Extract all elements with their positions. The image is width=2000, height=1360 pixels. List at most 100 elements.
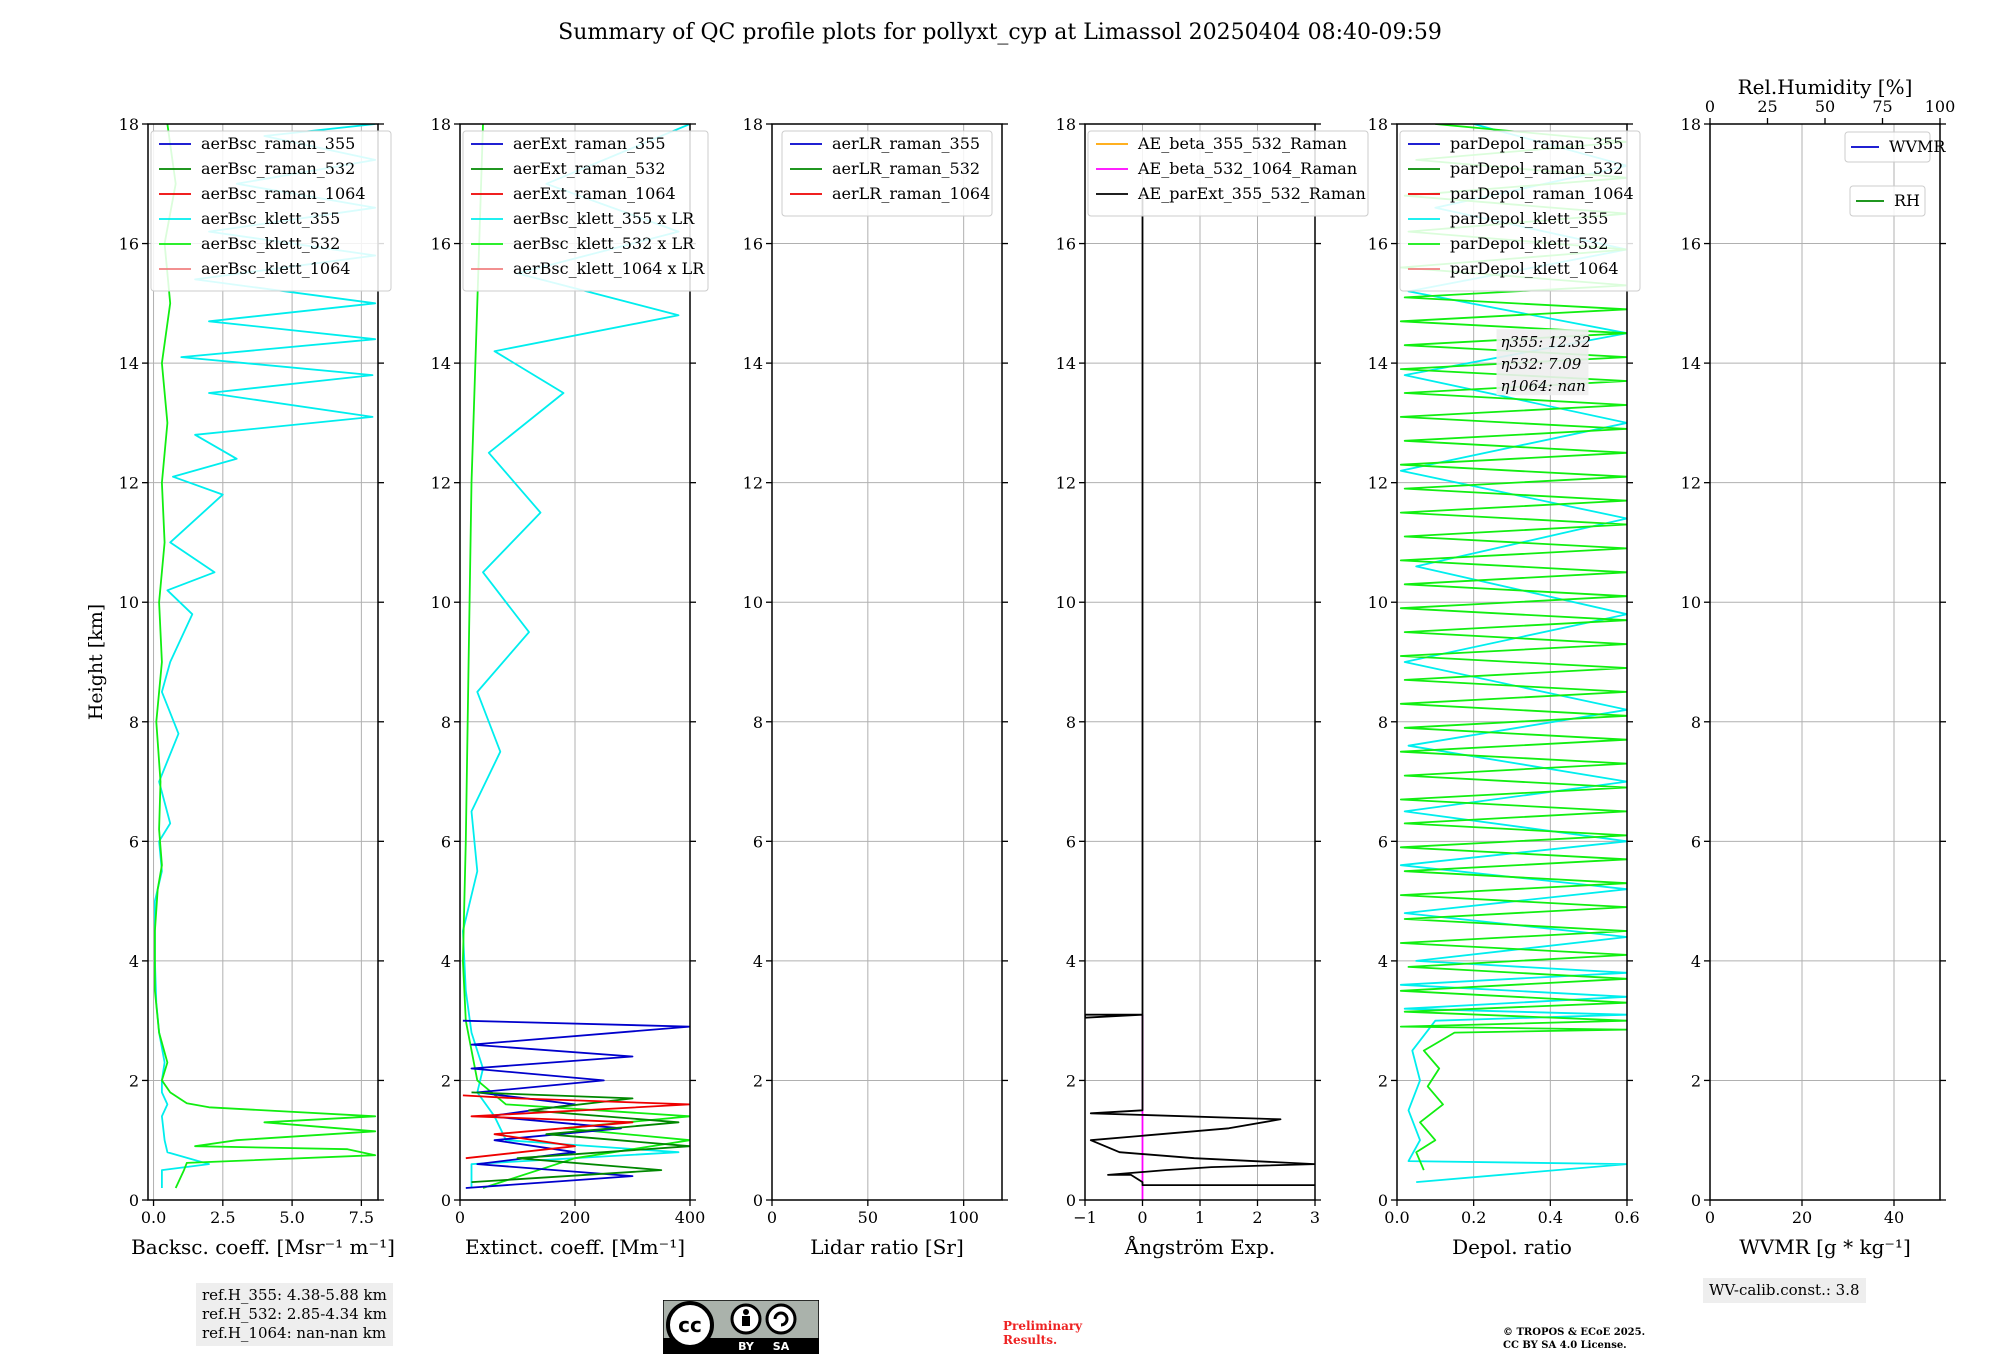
y-tick-label: 4 — [753, 952, 763, 971]
y-tick-label: 8 — [1378, 713, 1388, 732]
legend-label: parDepol_klett_532 — [1450, 234, 1608, 253]
x-tick-label: 0 — [767, 1208, 777, 1227]
y-tick-label: 18 — [743, 115, 763, 134]
x-tick-label: 400 — [675, 1208, 706, 1227]
y-tick-label: 4 — [129, 952, 139, 971]
legend-label: aerExt_raman_1064 — [513, 184, 676, 203]
sa-share-icon — [765, 1303, 797, 1335]
y-tick-label: 8 — [1066, 713, 1076, 732]
x-tick-label: 100 — [948, 1208, 979, 1227]
legend-label: AE_beta_355_532_Raman — [1137, 134, 1347, 153]
cc-icon — [666, 1301, 714, 1349]
x-tick-label: 7.5 — [349, 1208, 374, 1227]
panel-5: 0 2 4 6 8 10 12 14 16 18 0.0 0.2 0.4 0.6 Depol. ratio p… — [1368, 115, 1641, 1259]
series-aerExt_raman_1064 — [462, 1094, 690, 1160]
y-tick-label: 6 — [129, 832, 139, 851]
y-tick-label: 10 — [743, 593, 763, 612]
panel-3: 0 2 4 6 8 10 12 14 16 18 0 50 100 Lidar ratio [Sr] aer… — [743, 115, 1008, 1259]
legend-label: aerExt_raman_532 — [513, 159, 666, 178]
y-tick-label: 4 — [1066, 952, 1076, 971]
x-axis-label: Backsc. coeff. [Msr⁻¹ m⁻¹] — [131, 1235, 395, 1259]
y-tick-label: 6 — [1378, 832, 1388, 851]
eta-box — [1496, 329, 1589, 396]
y-tick-label: 10 — [1681, 593, 1701, 612]
legend-label: aerBsc_klett_532 x LR — [513, 234, 695, 253]
y-tick-label: 0 — [441, 1191, 451, 1210]
y-tick-label: 18 — [1681, 115, 1701, 134]
y-tick-label: 10 — [1056, 593, 1076, 612]
y-tick-label: 4 — [1378, 952, 1388, 971]
y-tick-label: 12 — [1681, 474, 1701, 493]
series-AE_parExt_355_532_Raman — [1085, 195, 1315, 1186]
x-tick-label: 5.0 — [279, 1208, 304, 1227]
y-tick-label: 14 — [431, 354, 451, 373]
legend-label: parDepol_klett_355 — [1450, 209, 1608, 228]
series-group — [1399, 124, 1627, 1183]
series-aerExt_raman_532 — [471, 1091, 690, 1183]
y-tick-label: 2 — [1691, 1071, 1701, 1090]
legend-label: aerBsc_klett_532 — [201, 234, 340, 253]
y-axis-label: Height [km] — [85, 604, 107, 720]
legend-label: aerBsc_klett_355 x LR — [513, 209, 695, 228]
legend-box — [1849, 185, 1926, 217]
legend-label: aerExt_raman_355 — [513, 134, 666, 153]
legend-label: aerBsc_klett_1064 — [201, 259, 350, 278]
x-axis-label: WVMR [g * kg⁻¹] — [1739, 1235, 1911, 1259]
legend-box — [1844, 131, 1931, 163]
copyright-line-2: CC BY SA 4.0 License. — [1503, 1340, 1627, 1351]
plot-frame — [147, 123, 379, 1201]
y-tick-label: 6 — [1066, 832, 1076, 851]
x-tick-label: 0.4 — [1538, 1208, 1563, 1227]
legend-label: AE_beta_532_1064_Raman — [1137, 159, 1357, 178]
x-tick-label: 0 — [1137, 1208, 1147, 1227]
y-tick-label: 0 — [753, 1191, 763, 1210]
y-tick-label: 8 — [1691, 713, 1701, 732]
legend-label: aerBsc_klett_355 — [201, 209, 340, 228]
panel-1: 0 2 4 6 8 10 12 14 16 18 0.0 2.5 5.0 7.5 Backsc. coeff… — [119, 115, 395, 1259]
y-tick-label: 0 — [1066, 1191, 1076, 1210]
preliminary-results-note: Preliminary Results. — [1003, 1319, 1082, 1347]
y-tick-label: 4 — [441, 952, 451, 971]
y-tick-label: 16 — [431, 235, 451, 254]
legend-box — [1399, 130, 1641, 292]
y-tick-label: 14 — [743, 354, 763, 373]
y-tick-label: 12 — [1056, 474, 1076, 493]
legend-box — [1087, 130, 1369, 217]
cc-sa-label: SA — [773, 1340, 790, 1353]
eta-label: η1064: nan — [1501, 377, 1586, 395]
y-tick-label: 16 — [1681, 235, 1701, 254]
y-tick-label: 16 — [1056, 235, 1076, 254]
x-axis-label: Extinct. coeff. [Mm⁻¹] — [465, 1235, 685, 1259]
reference-height-box: ref.H_355: 4.38-5.88 km ref.H_532: 2.85-… — [196, 1283, 393, 1346]
y-tick-label: 12 — [1368, 474, 1388, 493]
y-tick-label: 12 — [431, 474, 451, 493]
y-tick-label: 12 — [119, 474, 139, 493]
series-group — [1085, 195, 1315, 1200]
y-tick-label: 0 — [1378, 1191, 1388, 1210]
copyright-note: © TROPOS & ECoE 2025. CC BY SA 4.0 Licen… — [1503, 1326, 1645, 1352]
y-tick-label: 14 — [1681, 354, 1701, 373]
x-tick-label: 40 — [1884, 1208, 1904, 1227]
y-tick-label: 16 — [743, 235, 763, 254]
top-x-tick-label: 100 — [1925, 97, 1956, 116]
legend-box — [781, 130, 993, 217]
figure-title: Summary of QC profile plots for pollyxt_… — [558, 20, 1442, 45]
x-tick-label: 0.0 — [1384, 1208, 1409, 1227]
plot-frame — [1084, 123, 1316, 1201]
copyright-line-1: © TROPOS & ECoE 2025. — [1503, 1327, 1646, 1338]
y-tick-label: 16 — [119, 235, 139, 254]
cc-by-sa-logo: cc BY SA — [663, 1300, 819, 1354]
y-tick-label: 14 — [1368, 354, 1388, 373]
x-tick-label: 0.6 — [1614, 1208, 1639, 1227]
y-tick-label: 2 — [1066, 1071, 1076, 1090]
x-axis-label: Lidar ratio [Sr] — [810, 1235, 964, 1259]
top-x-tick-label: 25 — [1757, 97, 1777, 116]
y-tick-label: 6 — [753, 832, 763, 851]
x-tick-label: 2 — [1252, 1208, 1262, 1227]
y-tick-label: 12 — [743, 474, 763, 493]
y-tick-label: 2 — [753, 1071, 763, 1090]
ref-h-355: ref.H_355: 4.38-5.88 km — [202, 1286, 387, 1304]
legend-label: parDepol_raman_355 — [1450, 134, 1623, 153]
top-axis-label: Rel.Humidity [%] — [1738, 75, 1913, 99]
